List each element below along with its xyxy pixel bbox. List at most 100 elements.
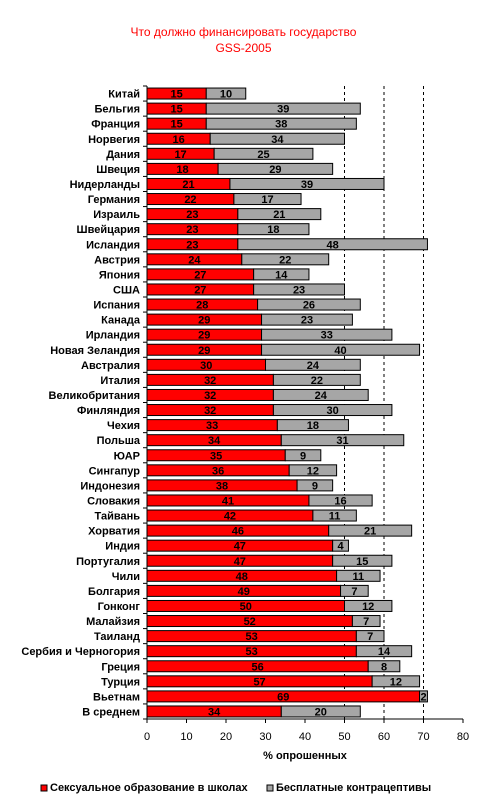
data-label: 7 [363,616,369,628]
bar-segment-contraceptives [280,434,405,447]
data-label: 25 [257,149,269,161]
category-label: Чехия [107,420,140,432]
category-label: Хорватия [88,526,140,538]
legend-label: Бесплатные контрацептивы [276,782,431,794]
data-label: 14 [378,646,391,658]
bar-segment-contraceptives [253,283,345,296]
data-label: 32 [204,390,216,402]
bar-segment-contraceptives [209,132,345,145]
data-label: 22 [311,375,323,387]
data-label: 40 [334,345,346,357]
data-label: 17 [261,194,273,206]
data-label: 36 [212,465,224,477]
data-label: 12 [362,601,374,613]
chart-subtitle: GSS-2005 [215,41,272,55]
data-label: 34 [271,134,284,146]
data-label: 31 [336,435,348,447]
data-label: 18 [176,164,188,176]
category-label: Канада [101,315,141,327]
data-label: 14 [275,269,288,281]
data-label: 41 [222,495,234,507]
data-label: 15 [171,104,183,116]
category-label: Франция [91,119,140,131]
category-label: Греция [101,661,140,673]
category-label: Австрия [94,254,140,266]
bar-segment-contraceptives [351,615,381,628]
category-label: Вьетнам [93,691,140,703]
data-label: 42 [224,511,236,523]
data-label: 35 [210,450,222,462]
category-label: Австралия [81,360,140,372]
x-tick-label: 40 [299,731,311,743]
data-label: 21 [273,209,285,221]
data-label: 24 [188,254,201,266]
category-label: Швейцария [77,224,140,236]
data-label: 32 [204,405,216,417]
bar-segment-contraceptives [217,162,334,175]
data-label: 23 [186,209,198,221]
category-label: Япония [99,269,140,281]
data-label: 2 [420,691,426,703]
bar-segment-contraceptives [257,298,361,311]
data-label: 12 [390,676,402,688]
data-label: 4 [337,541,344,553]
data-label: 24 [307,360,320,372]
bar-segment-contraceptives [344,599,393,612]
x-tick-label: 0 [144,731,150,743]
category-label: Польша [97,435,141,447]
data-label: 18 [267,224,279,236]
bar-segment-contraceptives [355,645,413,658]
x-tick-label: 80 [457,731,469,743]
data-label: 29 [198,315,210,327]
category-label: Малайзия [86,616,140,628]
data-label: 28 [196,300,208,312]
data-label: 15 [171,89,183,101]
bar-segment-contraceptives [296,479,334,492]
category-label: Индонезия [80,480,140,492]
bar-segment-contraceptives [340,584,369,597]
bar-segment-contraceptives [237,223,310,236]
category-label: Испания [93,300,140,312]
x-tick-label: 20 [220,731,232,743]
data-label: 29 [269,164,281,176]
category-label: Словакия [87,495,140,507]
bar-segment-contraceptives [288,464,338,477]
category-label: Тайвань [95,511,141,523]
bar-segment-contraceptives [261,313,353,326]
bar-segment-contraceptives [332,539,349,552]
category-label: Нидерланды [70,179,140,191]
data-label: 17 [174,149,186,161]
chart-title: Что должно финансировать государство [130,25,357,39]
category-label: Норвегия [88,134,140,146]
category-label: Исландия [86,239,140,251]
data-label: 49 [238,586,250,598]
legend-label: Сексуальное образование в школах [50,782,249,794]
data-label: 24 [315,390,328,402]
data-label: 22 [184,194,196,206]
bar-segment-contraceptives [276,419,349,432]
category-label: Бельгия [94,104,140,116]
category-label: Великобритания [49,390,141,402]
data-label: 23 [186,224,198,236]
x-axis-label: % опрошенных [263,750,348,762]
category-label: Турция [101,676,140,688]
bar-segment-contraceptives [229,177,385,190]
data-label: 38 [216,480,228,492]
data-label: 22 [279,254,291,266]
bar-segment-contraceptives [272,373,361,386]
category-label: Сербия и Черногория [21,646,140,658]
bar-segment-contraceptives [336,569,381,582]
data-label: 11 [329,511,341,523]
category-label: Болгария [88,586,140,598]
data-label: 15 [356,556,368,568]
x-tick-label: 70 [417,731,429,743]
data-label: 9 [312,480,318,492]
data-label: 15 [171,119,183,131]
data-label: 34 [208,706,221,718]
category-label: Сингапур [89,465,141,477]
data-label: 32 [204,375,216,387]
x-tick-label: 60 [378,731,390,743]
data-label: 21 [364,526,376,538]
legend-swatch-sex-education [40,784,48,792]
bar-segment-contraceptives [241,253,330,266]
